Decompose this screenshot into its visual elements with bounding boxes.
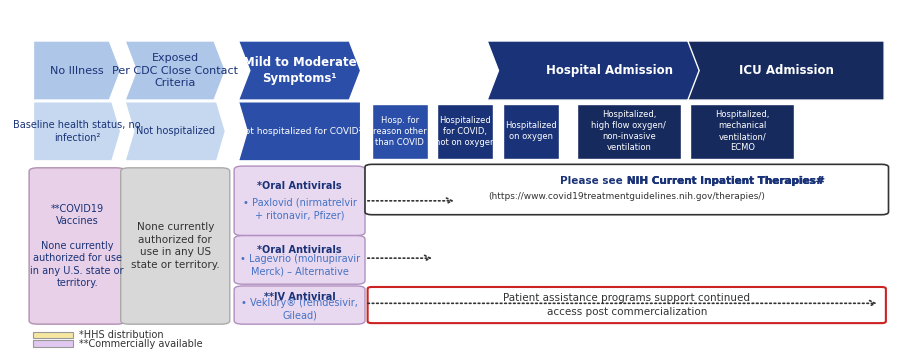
Text: Hospitalized
for COVID,
not on oxygen: Hospitalized for COVID, not on oxygen (436, 116, 496, 147)
FancyBboxPatch shape (577, 103, 680, 159)
FancyBboxPatch shape (33, 341, 73, 347)
Polygon shape (125, 102, 225, 161)
FancyBboxPatch shape (372, 103, 428, 159)
Text: (https://www.covid19treatmentguidelines.nih.gov/therapies/): (https://www.covid19treatmentguidelines.… (489, 192, 765, 201)
Text: **COVID19
Vaccines

None currently
authorized for use
in any U.S. state or
terri: **COVID19 Vaccines None currently author… (31, 204, 124, 288)
Text: Hospital Admission: Hospital Admission (545, 64, 673, 77)
Text: Baseline health status, no
infection²: Baseline health status, no infection² (14, 120, 141, 143)
Polygon shape (125, 41, 225, 100)
FancyBboxPatch shape (437, 103, 493, 159)
Text: • Lagevrio (molnupiravir
Merck) – Alternative: • Lagevrio (molnupiravir Merck) – Altern… (239, 254, 360, 277)
FancyBboxPatch shape (33, 332, 73, 338)
Polygon shape (487, 41, 732, 100)
FancyBboxPatch shape (234, 235, 365, 284)
FancyBboxPatch shape (367, 287, 886, 323)
FancyBboxPatch shape (365, 164, 888, 215)
FancyBboxPatch shape (121, 168, 230, 324)
Text: NIH Current Inpatient Therapies#: NIH Current Inpatient Therapies# (626, 176, 825, 186)
Text: Hospitalized,
high flow oxygen/
non-invasive
ventilation: Hospitalized, high flow oxygen/ non-inva… (591, 110, 666, 152)
Text: • Paxlovid (nirmatrelvir
+ ritonavir, Pfizer): • Paxlovid (nirmatrelvir + ritonavir, Pf… (243, 197, 356, 220)
Text: Hosp. for
reason other
than COVID: Hosp. for reason other than COVID (373, 116, 427, 147)
Text: Hospitalized
on oxygen: Hospitalized on oxygen (505, 121, 557, 142)
Text: Exposed
Per CDC Close Contact
Criteria: Exposed Per CDC Close Contact Criteria (112, 53, 238, 88)
Text: Hospitalized,
mechanical
ventilation/
ECMO: Hospitalized, mechanical ventilation/ EC… (716, 110, 770, 152)
Text: *Oral Antivirals: *Oral Antivirals (257, 181, 342, 191)
Text: NIH Current Inpatient Therapies#: NIH Current Inpatient Therapies# (626, 176, 825, 186)
Text: ICU Admission: ICU Admission (739, 64, 833, 77)
Text: Not hospitalized for COVID²: Not hospitalized for COVID² (238, 127, 362, 136)
FancyBboxPatch shape (234, 166, 365, 235)
Text: • Veklury® (remdesivir,
Gilead): • Veklury® (remdesivir, Gilead) (241, 298, 358, 321)
Polygon shape (33, 41, 121, 100)
Text: Not hospitalized: Not hospitalized (136, 126, 215, 136)
Text: **Commercially available: **Commercially available (79, 339, 202, 349)
Text: *Oral Antivirals: *Oral Antivirals (257, 245, 342, 255)
Text: None currently
authorized for
use in any US
state or territory.: None currently authorized for use in any… (130, 222, 220, 270)
FancyBboxPatch shape (690, 103, 795, 159)
Polygon shape (688, 41, 884, 100)
Polygon shape (238, 41, 361, 100)
Polygon shape (33, 102, 121, 161)
Text: Mild to Moderate
Symptoms¹: Mild to Moderate Symptoms¹ (243, 56, 356, 85)
Text: Please see: Please see (561, 176, 626, 186)
Text: *HHS distribution: *HHS distribution (79, 330, 164, 340)
Text: No Illness: No Illness (50, 66, 104, 76)
Text: **IV Antiviral: **IV Antiviral (264, 292, 336, 303)
FancyBboxPatch shape (29, 168, 125, 324)
Polygon shape (238, 102, 361, 161)
FancyBboxPatch shape (503, 103, 559, 159)
FancyBboxPatch shape (234, 286, 365, 324)
Text: Patient assistance programs support continued
access post commercialization: Patient assistance programs support cont… (503, 293, 751, 317)
